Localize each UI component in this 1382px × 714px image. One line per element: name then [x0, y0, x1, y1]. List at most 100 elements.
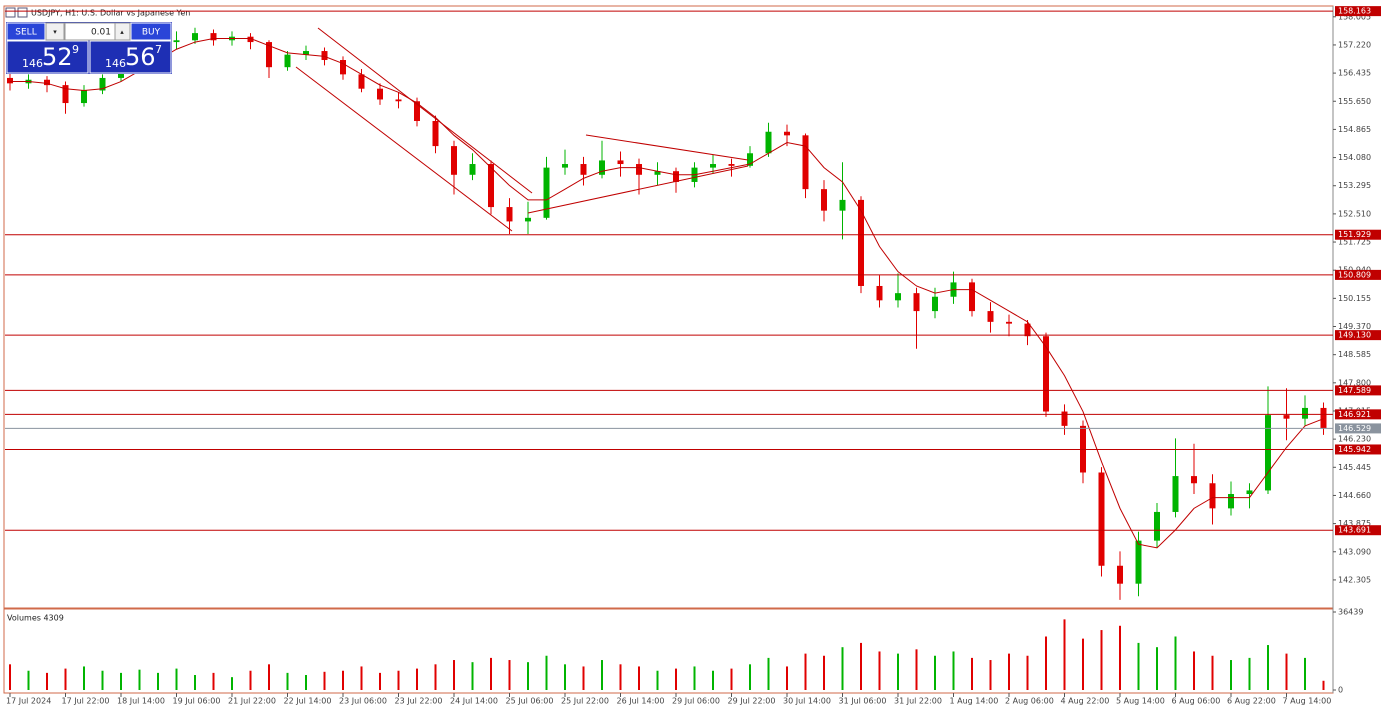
- x-tick-label: 6 Aug 06:00: [1172, 697, 1221, 706]
- moving-average: [10, 37, 1324, 549]
- x-tick-label: 29 Jul 06:00: [672, 697, 720, 706]
- bid-box[interactable]: [6, 40, 89, 74]
- ask-big: 146: [105, 57, 126, 70]
- buy-label[interactable]: BUY: [142, 28, 161, 38]
- level-label-bg: [1335, 409, 1381, 420]
- sell-label[interactable]: SELL: [15, 28, 36, 38]
- y-tick-label: 143.090: [1338, 547, 1371, 556]
- candle-body: [1302, 407, 1308, 419]
- lot-up[interactable]: [114, 22, 131, 41]
- ask-main: 56: [125, 43, 156, 71]
- bid-pip: 9: [72, 43, 79, 56]
- triangle-upper: [585, 134, 749, 161]
- level-label: 143.691: [1338, 526, 1371, 535]
- y-tick-label: 155.650: [1338, 97, 1371, 106]
- candle-body: [1283, 415, 1290, 419]
- arrow: ▾: [53, 28, 57, 36]
- x-tick-label: 17 Jul 2024: [6, 697, 51, 706]
- y-tick-label: 154.080: [1338, 153, 1371, 162]
- x-tick-label: 25 Jul 06:00: [506, 697, 554, 706]
- candle-body: [876, 285, 883, 301]
- price-axis: 142.305 143.090 143.875 144.660 145.445 146.2…: [6, 6, 1381, 706]
- candle-body: [617, 160, 624, 165]
- sell-button[interactable]: [6, 22, 46, 41]
- x-tick-label: 22 Jul 14:00: [284, 697, 332, 706]
- candle-body: [710, 164, 716, 168]
- ask-box[interactable]: [89, 40, 172, 74]
- candle-body: [1117, 565, 1123, 584]
- bid-big: 146: [22, 57, 43, 70]
- candle-body: [7, 77, 13, 84]
- y-tick-label: 145.445: [1338, 463, 1371, 472]
- candle-body: [969, 282, 975, 312]
- candle-body: [1024, 323, 1031, 337]
- candle-body: [321, 51, 328, 61]
- x-tick-label: 30 Jul 14:00: [783, 697, 831, 706]
- candle-body: [488, 164, 494, 208]
- candle-body: [895, 293, 901, 301]
- y-tick-label: 157.220: [1338, 40, 1371, 49]
- candle-body: [192, 33, 198, 41]
- level-label-bg: [1335, 525, 1381, 536]
- candle-body: [839, 199, 846, 211]
- y-tick-label: 153.295: [1338, 181, 1371, 190]
- candle-body: [303, 51, 309, 55]
- x-tick-label: 25 Jul 22:00: [561, 697, 609, 706]
- candle-body: [99, 77, 106, 91]
- y-tick-label: 148.585: [1338, 350, 1371, 359]
- y-tick-label: 142.305: [1338, 575, 1371, 584]
- current-price-label: 146.529: [1338, 424, 1371, 433]
- candle-body: [1246, 490, 1253, 495]
- candle-body: [506, 207, 513, 222]
- candle-body: [1209, 483, 1216, 509]
- x-tick-label: 4 Aug 22:00: [1061, 697, 1110, 706]
- y-tick-label: 158.005: [1338, 12, 1371, 21]
- level-label: 150.809: [1338, 270, 1371, 279]
- candle-body: [1098, 472, 1105, 566]
- x-tick-label: 23 Jul 22:00: [395, 697, 443, 706]
- candle-body: [1043, 336, 1049, 412]
- x-tick-label: 31 Jul 22:00: [894, 697, 942, 706]
- current-price-bg: [1335, 423, 1381, 434]
- candle-body: [543, 167, 550, 218]
- candle-body: [673, 171, 679, 182]
- y-tick-label: 154.865: [1338, 125, 1371, 134]
- level-label: 146.921: [1338, 410, 1371, 419]
- candle-body: [636, 164, 642, 175]
- v-tick-label: 36439: [1338, 608, 1363, 617]
- y-tick-label: 146.230: [1338, 435, 1371, 444]
- x-tick-label: 29 Jul 22:00: [728, 697, 776, 706]
- candle-body: [173, 40, 180, 43]
- candle-body: [821, 189, 827, 211]
- candle-body: [414, 101, 420, 121]
- x-tick-label: 5 Aug 14:00: [1116, 697, 1165, 706]
- candle-body: [1191, 476, 1197, 484]
- level-label-bg: [1335, 330, 1381, 341]
- candle-body: [377, 88, 383, 100]
- y-tick-label: 151.725: [1338, 238, 1371, 247]
- x-tick-label: 24 Jul 14:00: [450, 697, 498, 706]
- candle-body: [395, 99, 402, 102]
- candle-body: [784, 131, 790, 136]
- candle-body: [747, 153, 753, 166]
- ask-pip: 7: [155, 43, 162, 56]
- candle-body: [1265, 415, 1271, 491]
- candle-body: [1006, 321, 1012, 324]
- candle-body: [1228, 494, 1234, 509]
- candle-body: [765, 131, 772, 154]
- icon: [17, 7, 28, 18]
- buy-button[interactable]: [130, 22, 172, 41]
- level-label: 149.130: [1338, 331, 1371, 340]
- bid-main: 52: [42, 43, 73, 71]
- candle-body: [284, 54, 291, 68]
- level-label-bg: [1335, 385, 1381, 396]
- candle-body: [247, 36, 254, 43]
- candle-body: [580, 164, 587, 175]
- level-label-bg: [1335, 269, 1381, 280]
- x-tick-label: 2 Aug 06:00: [1005, 697, 1054, 706]
- lot-down[interactable]: [45, 22, 65, 41]
- x-tick-label: 19 Jul 06:00: [173, 697, 221, 706]
- candle-body: [932, 296, 938, 312]
